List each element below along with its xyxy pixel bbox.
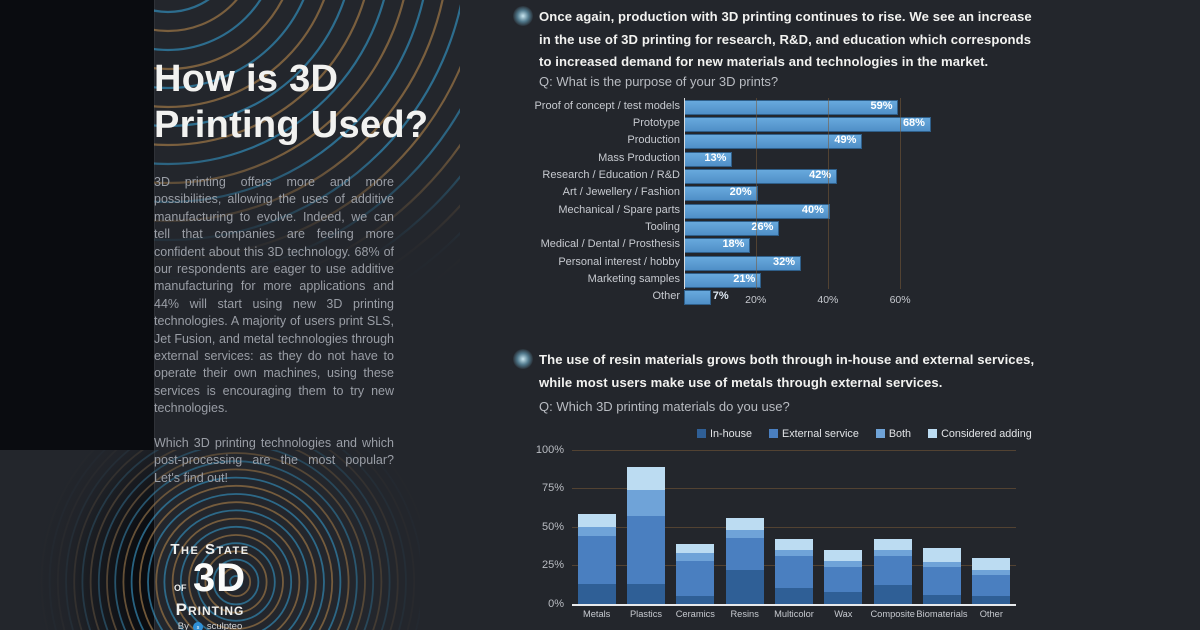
svg-text:s: s	[196, 625, 199, 630]
